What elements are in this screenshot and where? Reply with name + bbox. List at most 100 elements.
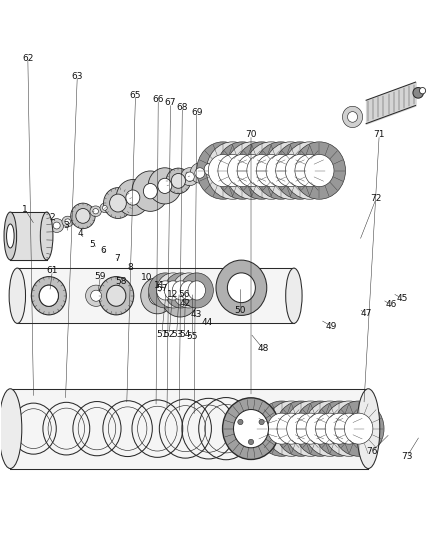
Text: 73: 73 [400, 453, 412, 462]
Text: 59: 59 [95, 272, 106, 280]
Ellipse shape [356, 389, 379, 469]
Text: 70: 70 [245, 130, 256, 139]
Ellipse shape [378, 98, 392, 111]
Ellipse shape [0, 389, 22, 469]
Text: 65: 65 [130, 91, 141, 100]
Ellipse shape [235, 142, 287, 199]
Ellipse shape [227, 155, 256, 187]
Ellipse shape [148, 286, 166, 305]
Text: 44: 44 [201, 318, 212, 327]
Text: 71: 71 [373, 130, 384, 139]
Ellipse shape [344, 413, 372, 444]
Ellipse shape [237, 419, 243, 425]
Ellipse shape [110, 194, 126, 212]
Ellipse shape [215, 260, 266, 316]
Text: 46: 46 [385, 300, 396, 309]
Ellipse shape [332, 401, 383, 456]
Ellipse shape [208, 155, 237, 187]
Ellipse shape [323, 401, 374, 456]
Ellipse shape [283, 142, 335, 199]
Ellipse shape [412, 87, 423, 98]
Ellipse shape [285, 155, 314, 187]
Ellipse shape [180, 281, 197, 300]
Ellipse shape [248, 439, 253, 445]
Text: 55: 55 [186, 332, 198, 341]
Ellipse shape [39, 285, 58, 306]
Ellipse shape [237, 155, 266, 187]
Text: 57: 57 [155, 284, 167, 293]
Ellipse shape [305, 413, 334, 444]
Ellipse shape [172, 281, 189, 300]
Text: 66: 66 [152, 94, 164, 103]
Text: 58: 58 [115, 277, 127, 286]
Ellipse shape [141, 278, 173, 314]
Ellipse shape [254, 142, 306, 199]
Ellipse shape [156, 273, 189, 308]
Ellipse shape [196, 142, 249, 199]
Ellipse shape [92, 208, 98, 214]
Ellipse shape [194, 168, 205, 178]
Ellipse shape [296, 413, 324, 444]
Text: 2: 2 [49, 213, 55, 222]
Ellipse shape [222, 398, 279, 459]
Ellipse shape [148, 273, 181, 308]
Ellipse shape [198, 158, 220, 181]
Ellipse shape [85, 285, 106, 306]
Ellipse shape [304, 155, 333, 187]
Text: 50: 50 [234, 305, 246, 314]
Ellipse shape [90, 206, 101, 216]
Text: 12: 12 [167, 289, 178, 298]
Ellipse shape [217, 155, 247, 187]
Ellipse shape [156, 281, 173, 300]
Ellipse shape [164, 273, 197, 308]
Ellipse shape [419, 87, 425, 94]
Ellipse shape [347, 111, 357, 122]
Ellipse shape [233, 409, 268, 448]
Ellipse shape [256, 155, 285, 187]
Ellipse shape [275, 401, 325, 456]
Ellipse shape [325, 413, 353, 444]
Ellipse shape [276, 413, 305, 444]
Ellipse shape [65, 219, 71, 224]
Ellipse shape [334, 413, 362, 444]
Ellipse shape [49, 219, 64, 232]
Ellipse shape [100, 203, 110, 213]
Text: 42: 42 [179, 299, 191, 308]
Text: 3: 3 [64, 221, 69, 230]
Text: 48: 48 [257, 344, 268, 353]
Ellipse shape [187, 281, 205, 300]
Text: 6: 6 [100, 246, 106, 255]
Text: 54: 54 [178, 330, 190, 339]
Ellipse shape [244, 142, 297, 199]
Ellipse shape [126, 190, 140, 205]
Ellipse shape [267, 413, 295, 444]
Ellipse shape [132, 171, 168, 212]
Ellipse shape [367, 100, 384, 117]
Ellipse shape [160, 274, 199, 317]
Ellipse shape [180, 273, 213, 308]
Ellipse shape [342, 106, 362, 127]
Ellipse shape [157, 178, 171, 193]
Ellipse shape [315, 413, 343, 444]
Ellipse shape [148, 168, 181, 204]
Text: 76: 76 [365, 447, 377, 456]
Ellipse shape [265, 155, 295, 187]
Ellipse shape [304, 401, 354, 456]
Ellipse shape [286, 413, 314, 444]
Ellipse shape [275, 155, 304, 187]
Text: 61: 61 [46, 266, 58, 275]
Ellipse shape [39, 285, 58, 306]
Ellipse shape [90, 290, 101, 301]
Text: 7: 7 [113, 254, 119, 263]
Text: 62: 62 [22, 54, 33, 62]
Ellipse shape [273, 142, 325, 199]
Text: 68: 68 [176, 102, 187, 111]
Text: 43: 43 [190, 310, 201, 319]
Text: 8: 8 [127, 263, 133, 272]
Ellipse shape [265, 401, 316, 456]
Ellipse shape [225, 142, 278, 199]
Text: 53: 53 [170, 330, 182, 339]
Ellipse shape [246, 155, 276, 187]
Text: 45: 45 [396, 294, 407, 303]
Text: 47: 47 [360, 309, 371, 318]
